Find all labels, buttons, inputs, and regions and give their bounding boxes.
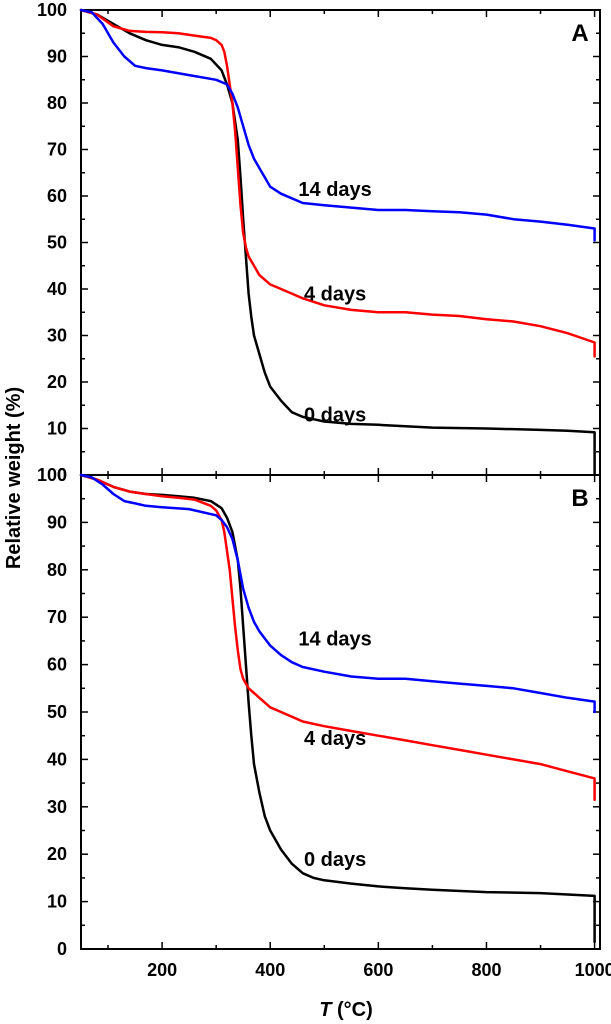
x-axis-title-unit: (°C)	[331, 999, 372, 1021]
series-label: 0 days	[304, 405, 366, 427]
y-tick-label: 0	[57, 939, 67, 959]
y-tick-label: 60	[47, 186, 67, 206]
x-axis-title: T (°C)	[319, 999, 373, 1021]
y-tick-label: 20	[47, 844, 67, 864]
series-line-0-days	[79, 473, 596, 944]
y-tick-label: 80	[47, 93, 67, 113]
series-line-4-days	[79, 473, 596, 801]
series-label: 14 days	[298, 629, 371, 651]
series-line-0-days	[79, 8, 596, 477]
x-tick-label: 1000	[575, 960, 611, 980]
panel-a: 0 10 20 30 40 50 60 70 80 90 100 0 days 4 days 14 day…	[37, 0, 601, 485]
y-tick-label: 40	[47, 749, 67, 769]
panel-label: B	[571, 485, 588, 512]
x-tick-label: 200	[147, 960, 177, 980]
series-label: 0 days	[304, 849, 366, 871]
series-label: 4 days	[304, 284, 366, 306]
y-tick-label: 80	[47, 560, 67, 580]
y-tick-label: 50	[47, 702, 67, 722]
y-tick-label: 70	[47, 607, 67, 627]
y-tick-label: 0	[57, 465, 67, 485]
x-tick-label: 600	[363, 960, 393, 980]
y-tick-label: 100	[37, 0, 67, 20]
y-tick-label: 30	[47, 326, 67, 346]
y-tick-label: 10	[47, 892, 67, 912]
series-label: 4 days	[304, 728, 366, 750]
series-line-14-days	[79, 473, 596, 714]
y-tick-label: 100	[37, 465, 67, 485]
panel-b: 0 10 20 30 40 50 60 70 80 90 100 200 400 600 800 1000 0 …	[37, 465, 611, 980]
plot-frame	[80, 474, 601, 950]
series-line-4-days	[79, 8, 596, 358]
panel-label: A	[571, 20, 588, 47]
y-tick-label: 60	[47, 655, 67, 675]
y-tick-label: 90	[47, 512, 67, 532]
series-line-14-days	[79, 8, 596, 242]
x-tick-label: 800	[471, 960, 501, 980]
x-tick-label: 400	[255, 960, 285, 980]
y-tick-label: 50	[47, 233, 67, 253]
y-tick-label: 40	[47, 279, 67, 299]
y-axis-title: Relative weight (%)	[3, 387, 25, 569]
x-axis-title-symbol: T	[319, 999, 333, 1021]
y-tick-label: 70	[47, 140, 67, 160]
series-label: 14 days	[298, 179, 371, 201]
y-tick-label: 90	[47, 47, 67, 67]
y-tick-label: 10	[47, 419, 67, 439]
y-tick-label: 20	[47, 372, 67, 392]
y-tick-label: 30	[47, 797, 67, 817]
